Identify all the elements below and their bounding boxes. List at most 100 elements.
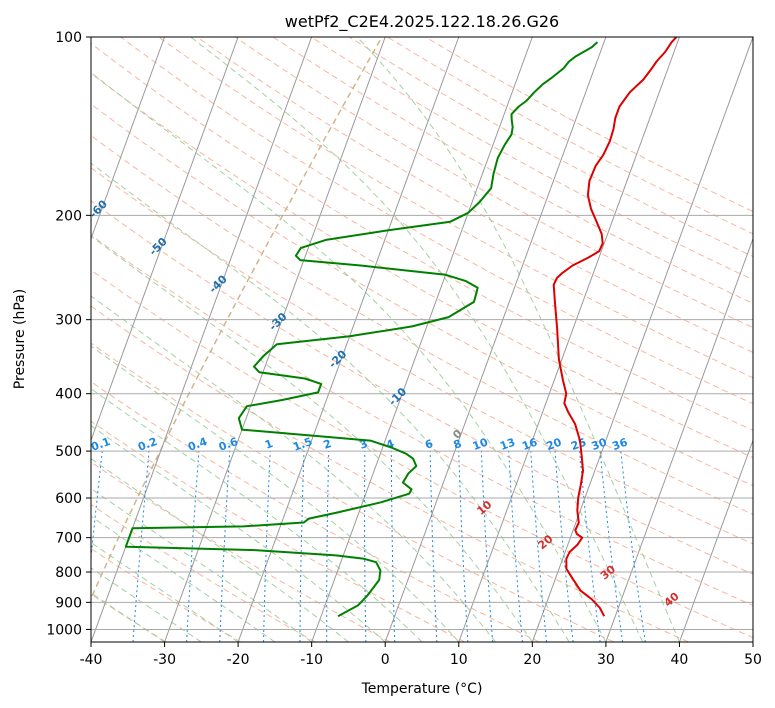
isotherm-label: -10 (386, 385, 409, 408)
y-tick-label: 1000 (46, 622, 82, 638)
moist-adiabat-line (91, 162, 570, 642)
background-lines (91, 37, 753, 642)
isotherm-label: -20 (326, 347, 349, 370)
x-tick-label: 10 (450, 652, 468, 668)
isotherm-line (458, 37, 680, 642)
lcl-curve-line (91, 37, 383, 601)
y-tick-label: 500 (55, 444, 82, 460)
dry-adiabat-line (91, 381, 540, 642)
moist-adiabat-line (356, 37, 680, 642)
moist-adiabat-line (91, 541, 239, 642)
y-tick-label: 300 (55, 313, 82, 329)
dry-adiabat-line (91, 200, 753, 575)
dry-adiabat-line (91, 167, 753, 545)
isotherm-line (384, 37, 607, 642)
mixing-ratio-label: 4 (384, 437, 396, 452)
moist-adiabat-line (91, 235, 533, 642)
mixing-ratio-label: 3 (358, 437, 370, 452)
mixing-ratio-label: 0.2 (136, 435, 159, 454)
dry-adiabat-line (91, 547, 242, 642)
isotherm-line (164, 37, 386, 642)
y-tick-label: 900 (55, 595, 82, 611)
mixing-ratio-line (508, 451, 523, 642)
mixing-ratio-label: 25 (569, 436, 588, 453)
y-tick-label: 400 (55, 387, 82, 403)
isotherm-label: -60 (87, 197, 110, 220)
dewpoint-line (124, 41, 599, 618)
dry-adiabat-label: 40 (662, 590, 682, 610)
y-tick-label: 200 (55, 208, 82, 224)
y-tick-label: 600 (55, 491, 82, 507)
y-tick-label: 800 (55, 565, 82, 581)
profile-lines (124, 37, 678, 618)
dry-adiabat-label: 20 (535, 532, 555, 552)
dry-adiabat-line (91, 269, 753, 639)
isotherm-labels: -100-90-80-70-60-50-40-30-20-100 (27, 160, 465, 441)
moist-adiabat-line (91, 295, 496, 642)
dry-adiabat-line (120, 37, 753, 405)
moist-adiabat-line (91, 592, 165, 642)
temperature-line (552, 37, 678, 617)
isotherm-label: -40 (206, 272, 229, 295)
isotherm-line (91, 37, 166, 241)
x-tick-label: -20 (227, 652, 250, 668)
x-tick-label: -30 (153, 652, 176, 668)
mixing-ratio-label: 20 (545, 436, 564, 454)
moist-adiabat-line (91, 515, 276, 642)
mixing-ratio-label: 8 (452, 437, 464, 452)
mixing-ratio-label: 30 (590, 436, 609, 454)
x-axis-ticks: -40 -30 -20 -10 0 10 20 30 40 50 (80, 642, 762, 668)
dry-adiabat-line (91, 103, 753, 487)
moist-adiabat-line (190, 37, 644, 642)
dry-adiabat-line (91, 134, 753, 515)
x-axis-label: Temperature (°C) (361, 681, 483, 697)
isotherm-line (752, 640, 753, 642)
isotherm-line (531, 37, 753, 642)
mixing-ratio-label: 1 (263, 437, 275, 452)
mixing-ratio-label: 36 (610, 436, 629, 454)
x-tick-label: 40 (671, 652, 689, 668)
moist-adiabat-line (91, 458, 349, 642)
y-tick-label: 100 (55, 30, 82, 46)
moist-adiabat-line (91, 425, 386, 642)
x-tick-label: -10 (300, 652, 323, 668)
mixing-ratio-label: 6 (423, 437, 435, 452)
mixing-ratio-labels: 0.1 0.2 0.4 0.6 1 1.5 2 3 4 6 8 10 13 16 20 25 30 36 (91, 435, 630, 454)
moist-adiabat-line (91, 71, 607, 642)
isotherm-line (91, 37, 239, 442)
dry-adiabat-line (425, 37, 753, 213)
isotherm-line (237, 37, 460, 642)
chart-title: wetPf2_C2E4.2025.122.18.26.G26 (285, 12, 559, 32)
moist-adiabat-line (91, 567, 202, 642)
dry-adiabat-label: 30 (598, 562, 618, 582)
mixing-ratio-line (458, 451, 469, 642)
mixing-ratio-label: 2 (322, 437, 334, 452)
mixing-ratio-label: 16 (520, 436, 539, 454)
isotherm-line (605, 237, 753, 642)
mixing-ratio-label: 1.5 (291, 435, 314, 454)
dry-adiabat-line (234, 37, 753, 329)
dry-adiabat-line (91, 305, 689, 642)
isotherm-label: -30 (266, 310, 289, 333)
plot-frame (90, 36, 754, 643)
x-tick-label: 30 (597, 652, 615, 668)
dry-adiabat-line (387, 37, 753, 235)
y-tick-label: 700 (55, 531, 82, 547)
dry-adiabat-line (91, 503, 316, 642)
mixing-ratio-line (326, 451, 330, 642)
x-tick-label: 50 (744, 652, 762, 668)
moist-adiabat-line (91, 388, 423, 642)
isotherm-line (678, 438, 753, 642)
moist-adiabat-line (91, 345, 460, 642)
dry-adiabat-line (91, 461, 391, 642)
isotherm-label: -70 (27, 160, 50, 183)
dry-adiabat-line (196, 37, 753, 354)
pressure-gridlines (91, 37, 753, 630)
mixing-ratio-label: 0.4 (186, 435, 209, 454)
x-tick-label: 0 (381, 652, 390, 668)
y-axis-label: Pressure (hPa) (12, 289, 28, 389)
dry-adiabat-line (91, 342, 614, 642)
dry-adiabat-line (349, 37, 753, 258)
isotherm-line (311, 37, 533, 642)
